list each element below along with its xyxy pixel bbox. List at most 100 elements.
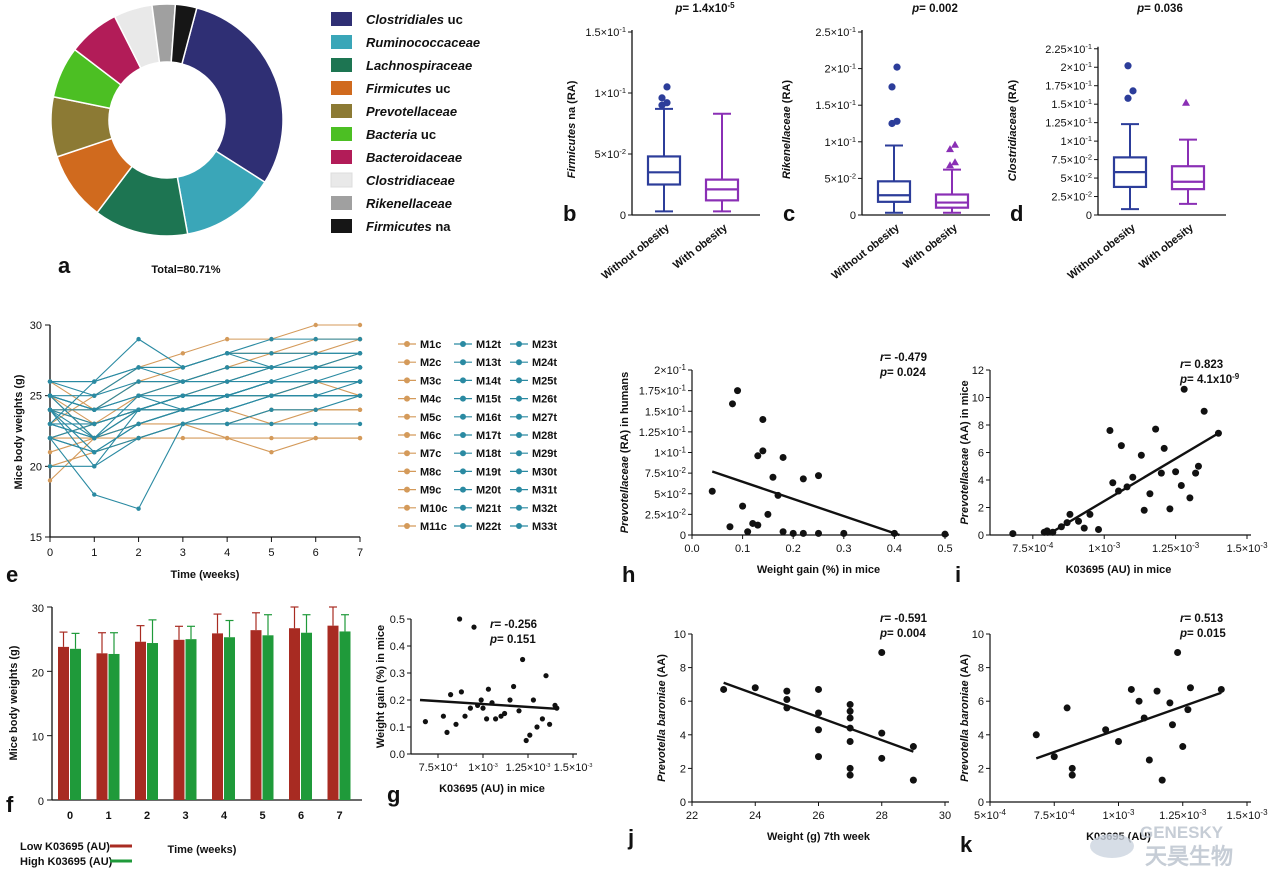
category-label: Without obesity: [830, 221, 903, 282]
legend-label: M21t: [476, 503, 501, 515]
legend-label: M1c: [420, 339, 441, 351]
box-iqr: [1170, 165, 1206, 191]
series-point-M26t: [92, 379, 97, 384]
legend-marker: [404, 523, 410, 529]
legend-label: M2c: [420, 357, 441, 369]
series-point-M26t: [180, 365, 186, 370]
legend-label: M31t: [532, 485, 557, 497]
legend-label: M26t: [532, 394, 557, 406]
legend-marker: [516, 523, 522, 529]
data-point: [846, 738, 854, 746]
x-tick-label: 4: [221, 810, 228, 822]
y-tick-label: 0: [680, 797, 686, 809]
y-tick-label: 2.5×10-2: [645, 507, 687, 521]
data-point: [846, 771, 854, 779]
x-tick-label: 1.5×10-3: [1226, 541, 1268, 555]
bar: [301, 632, 312, 800]
y-tick-label: 0: [850, 210, 856, 222]
bar: [173, 639, 185, 800]
legend-swatch-4: [331, 104, 352, 118]
series-point-M23t: [92, 464, 97, 469]
y-tick-label: 2.25×10-1: [1045, 42, 1092, 56]
series-point-M26t: [269, 336, 274, 342]
data-point: [457, 616, 463, 622]
data-point: [1109, 479, 1117, 487]
legend-marker: [460, 377, 466, 384]
series-line-M31t: [50, 366, 360, 397]
legend-label: M18t: [476, 448, 501, 460]
y-tick-label: 1.5×10-1: [815, 98, 856, 112]
data-point: [840, 529, 848, 537]
panel-label-k: k: [960, 832, 973, 857]
legend-label: High K03695 (AU): [20, 856, 113, 868]
y-axis-label: Prevotellaceae (RA) in humans: [619, 372, 631, 533]
series-point-M30t: [47, 421, 53, 427]
data-point: [1166, 699, 1174, 707]
y-tick-label: 4: [978, 730, 984, 742]
legend-label: M29t: [532, 448, 557, 460]
series-point-M30t: [92, 435, 97, 441]
x-tick-label: 0.4: [887, 543, 902, 555]
x-axis-label: Time (weeks): [171, 569, 240, 581]
data-point: [480, 705, 486, 711]
panel-label-f: f: [6, 792, 14, 817]
legend-marker: [516, 359, 522, 366]
legend-marker: [404, 395, 410, 402]
data-point: [1057, 523, 1065, 531]
series-point-M33t: [313, 379, 318, 384]
series-point-M16t: [313, 351, 318, 356]
data-point: [769, 473, 777, 481]
x-tick-label: 7: [357, 547, 363, 559]
series-point-M23t: [269, 421, 274, 427]
legend-marker: [404, 504, 410, 511]
legend-swatch-9: [331, 219, 352, 233]
data-point: [708, 487, 716, 495]
legend-marker: [460, 450, 466, 457]
data-point: [799, 475, 807, 483]
panel-f-bar: 0 10 20 30 0 1 2 3 4 5 6 7 Time (weeks) Mice body wei…: [8, 603, 362, 868]
p-value: p= 0.151: [489, 634, 536, 646]
outlier-point: [946, 161, 954, 169]
watermark: GENESKY 天昊生物: [1090, 823, 1233, 869]
data-point: [1135, 697, 1143, 705]
y-tick-label: 0: [620, 210, 626, 222]
series-point-M30t: [224, 407, 230, 412]
p-value: p= 1.4x10-5: [674, 1, 735, 15]
data-point: [547, 721, 553, 727]
legend-marker: [460, 413, 466, 420]
y-tick-label: 20: [32, 667, 44, 679]
x-tick-label: 0.1: [735, 543, 750, 555]
legend-label: M8c: [420, 466, 441, 478]
data-point: [846, 724, 854, 732]
series-point-M33t: [47, 435, 53, 441]
legend-label: M20t: [476, 485, 501, 497]
series-point-M29t: [136, 393, 141, 398]
legend-label: M4c: [420, 394, 441, 406]
y-tick-label: 1×10-1: [825, 135, 856, 149]
data-point: [475, 702, 481, 709]
x-tick-label: 1.25×10-3: [506, 762, 551, 774]
data-point: [909, 743, 917, 751]
panel-d-boxplot: 0 2.5×10-2 5×10-2 7.5×10-2 1×10-1 1.25×10-1 1.…: [1007, 3, 1226, 282]
data-point: [1160, 444, 1168, 452]
series-line-M26t: [50, 338, 360, 383]
series-point-M13t: [136, 506, 141, 511]
legend-swatch-8: [331, 196, 352, 210]
outlier-point: [658, 94, 666, 102]
legend-label: M13t: [476, 357, 501, 369]
panel-label-i: i: [955, 562, 961, 587]
data-point: [1177, 482, 1185, 489]
category-label: Without obesity: [1066, 221, 1139, 282]
category-label: With obesity: [901, 221, 961, 271]
series-point-M5c: [180, 435, 186, 441]
legend-marker: [460, 486, 466, 493]
series-point-M30t: [313, 393, 318, 398]
x-tick-label: 1: [91, 547, 97, 559]
legend-label-7: Clostridiaceae: [366, 173, 455, 188]
x-axis-label: K03695 (AU) in mice: [1066, 564, 1172, 576]
data-point: [471, 624, 477, 630]
series-line-M15t: [49, 381, 361, 453]
data-point: [890, 529, 898, 537]
